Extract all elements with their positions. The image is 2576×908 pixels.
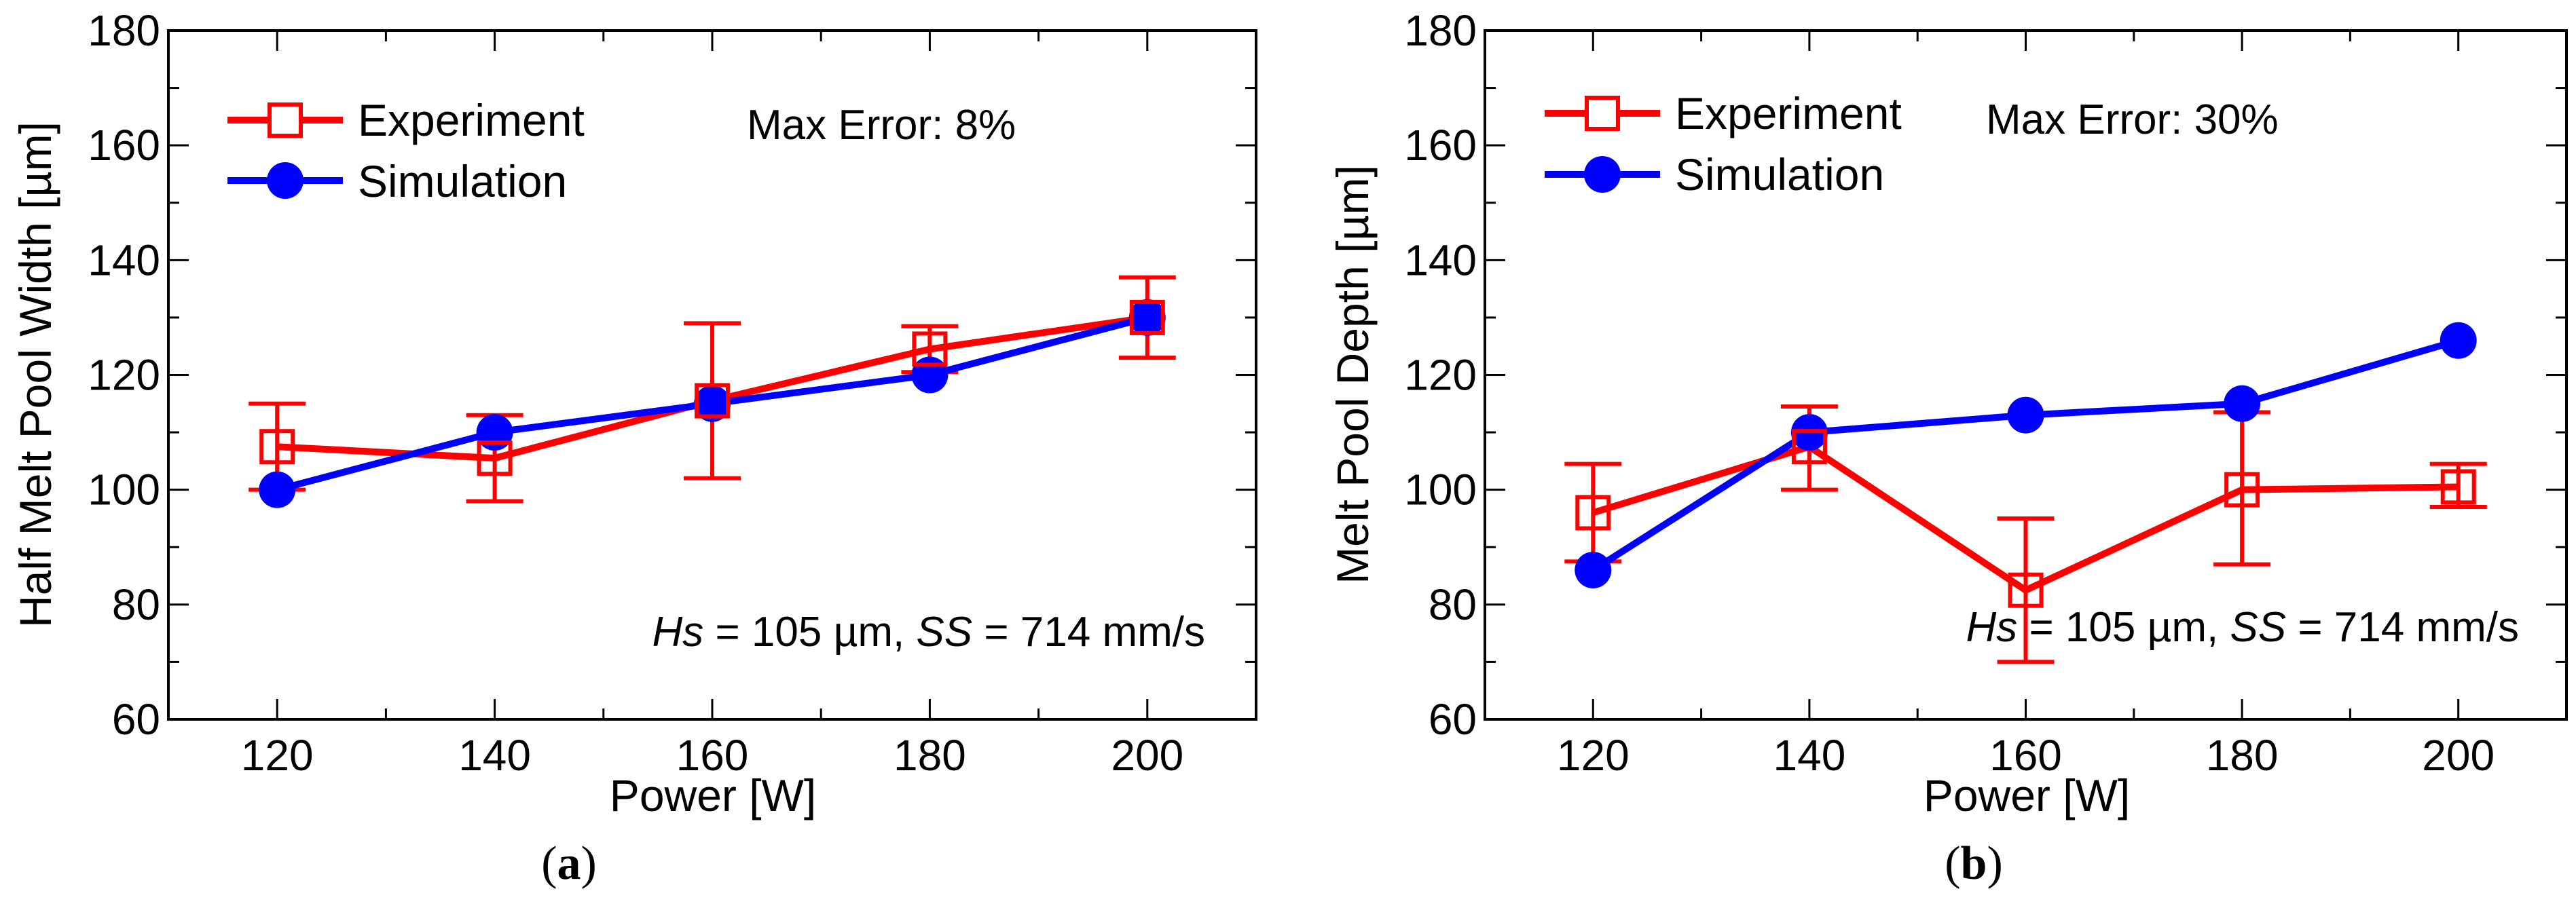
max-error-label: Max Error: 30% [1986, 96, 2279, 143]
simulation-point [2440, 322, 2477, 359]
y-axis-label: Melt Pool Depth [µm] [1327, 165, 1378, 584]
panel-a: 120 140 160 180 200 60 80 100 120 140 160 180 Exper… [10, 6, 1257, 890]
y-axis-label: Half Melt Pool Width [µm] [10, 121, 60, 628]
simulation-point [694, 385, 731, 422]
x-tick-label: 140 [458, 731, 531, 780]
y-tick-label: 180 [1404, 6, 1477, 55]
y-tick-label: 60 [112, 695, 160, 744]
x-tick-label: 140 [1773, 731, 1846, 780]
parameters-annotation: Hs = 105 µm, SS = 714 mm/s [1966, 604, 2519, 651]
legend-experiment-marker [268, 102, 303, 138]
y-tick-label: 160 [88, 121, 160, 170]
simulation-point [2007, 396, 2044, 434]
x-axis-label: Power [W] [610, 770, 816, 820]
experiment-point [1791, 429, 1827, 465]
experiment-point [695, 383, 730, 419]
y-tick-label: 140 [1404, 235, 1477, 284]
max-error-label: Max Error: 8% [747, 102, 1016, 149]
parameters-annotation: Hs = 105 µm, SS = 714 mm/s [652, 609, 1205, 656]
experiment-point [2224, 472, 2260, 508]
x-tick-label: 120 [241, 731, 314, 780]
subfigure-caption: (b) [1945, 837, 2003, 890]
experiment-point [2008, 572, 2044, 608]
x-tick-label: 200 [2422, 731, 2495, 780]
x-tick-label: 200 [1111, 731, 1183, 780]
subfigure-caption: (a) [541, 837, 597, 890]
experiment-line [1591, 443, 2459, 594]
legend: Experiment Simulation [227, 95, 585, 206]
x-tick-label: 180 [894, 731, 966, 780]
y-tick-label: 160 [1404, 121, 1477, 170]
experiment-point [259, 429, 295, 465]
simulation-point [259, 471, 296, 508]
x-tick-label: 160 [1989, 731, 2062, 780]
simulation-point [1575, 552, 1612, 589]
simulation-point [911, 356, 949, 394]
experiment-point [912, 331, 948, 367]
simulation-point [476, 414, 513, 451]
legend-simulation-marker [1584, 156, 1621, 193]
y-tick-label: 60 [1429, 695, 1477, 744]
legend-experiment-label: Experiment [358, 95, 585, 145]
x-tick-label: 180 [2206, 731, 2279, 780]
simulation-point [2224, 385, 2261, 422]
legend-simulation-label: Simulation [358, 156, 567, 206]
y-tick-label: 180 [88, 6, 160, 55]
experiment-point [1575, 495, 1611, 531]
y-tick-label: 100 [88, 466, 160, 514]
legend-simulation-label: Simulation [1675, 149, 1884, 200]
y-tick-label: 120 [88, 351, 160, 400]
y-tick-label: 140 [88, 235, 160, 284]
y-tick-label: 100 [1404, 466, 1477, 514]
y-tick-label: 80 [112, 580, 160, 629]
legend-experiment-label: Experiment [1675, 88, 1902, 138]
legend-experiment-marker [1585, 96, 1620, 131]
y-tick-label: 80 [1429, 580, 1477, 629]
x-axis-label: Power [W] [1924, 770, 2130, 820]
experiment-point [2440, 469, 2476, 505]
experiment-point [477, 440, 513, 476]
legend-simulation-marker [267, 162, 303, 199]
panel-b: 120 140 160 180 200 60 80 100 120 140 160 180 Exper… [1327, 6, 2568, 890]
legend: Experiment Simulation [1545, 88, 1902, 200]
x-tick-label: 120 [1557, 731, 1630, 780]
y-tick-label: 120 [1404, 351, 1477, 400]
simulation-point [1128, 299, 1166, 336]
x-tick-label: 160 [676, 731, 749, 780]
experiment-point [1129, 299, 1165, 335]
